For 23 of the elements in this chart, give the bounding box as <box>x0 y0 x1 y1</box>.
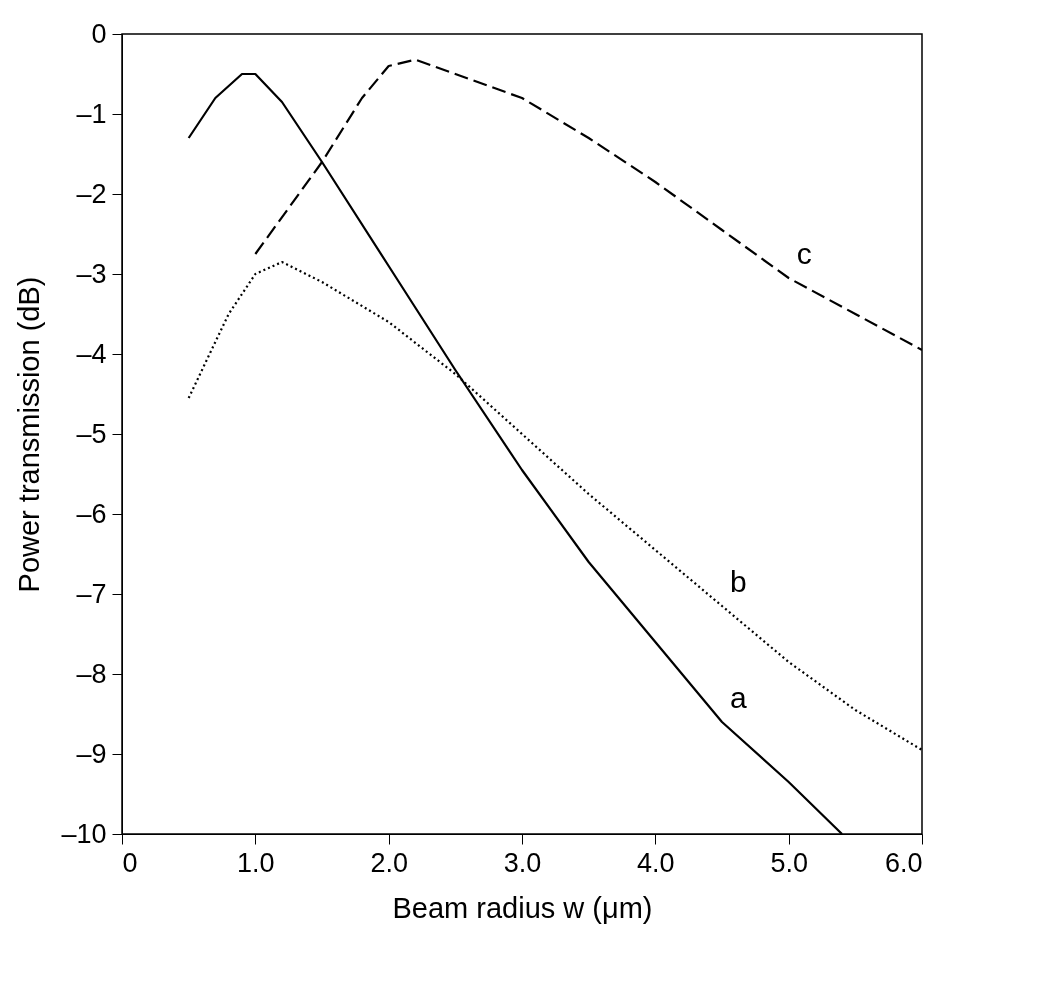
y-tick-label: –10 <box>61 818 107 849</box>
y-tick-label: –5 <box>76 418 107 449</box>
x-tick-label: 2.0 <box>370 847 408 878</box>
series-label: b <box>730 565 747 598</box>
y-tick-label: –8 <box>76 658 107 689</box>
series-label: a <box>730 681 747 714</box>
x-tick-label: 0 <box>122 847 138 878</box>
x-tick-label: 3.0 <box>503 847 542 878</box>
y-tick-label: –7 <box>76 578 107 609</box>
y-axis-title: Power transmission (dB) <box>13 276 46 593</box>
y-tick-label: –3 <box>76 258 107 289</box>
x-tick-label: 4.0 <box>637 847 675 878</box>
y-tick-label: –2 <box>76 178 107 209</box>
series-label: c <box>796 237 812 270</box>
x-tick-label: 6.0 <box>884 847 923 878</box>
y-tick-label: –9 <box>76 738 107 769</box>
x-tick-label: 1.0 <box>237 847 275 878</box>
y-tick-label: 0 <box>91 18 107 49</box>
x-tick-label: 5.0 <box>770 847 808 878</box>
x-axis-title: Beam radius w (μm) <box>392 891 653 924</box>
y-tick-label: –4 <box>76 338 107 369</box>
y-tick-label: –6 <box>76 498 107 529</box>
y-tick-label: –1 <box>76 98 107 129</box>
